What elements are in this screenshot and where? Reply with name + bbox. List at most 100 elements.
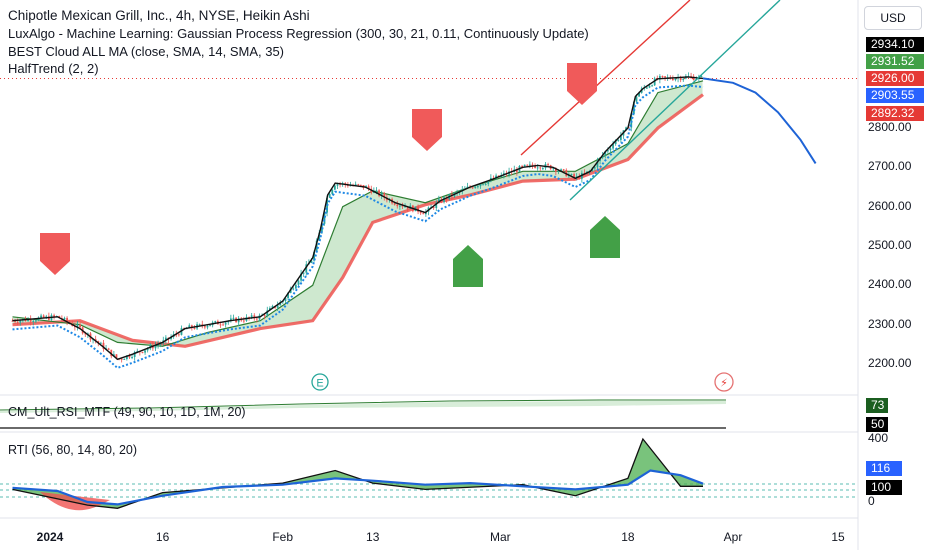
time-tick-label: Feb — [272, 530, 293, 544]
candle — [651, 84, 653, 87]
rsi-line — [0, 399, 726, 411]
price-tag: 2934.10 — [866, 37, 924, 52]
candle — [133, 350, 136, 361]
candle — [34, 318, 37, 324]
legend-gpr[interactable]: LuxAlgo - Machine Learning: Gaussian Pro… — [8, 26, 589, 41]
price-tick-label: 2600.00 — [868, 198, 912, 213]
price-tick-label: 2700.00 — [868, 159, 912, 174]
price-tick-label: 2800.00 — [868, 120, 912, 134]
candle — [539, 166, 542, 171]
candle — [297, 279, 300, 287]
candle — [645, 86, 648, 90]
candle — [482, 184, 484, 186]
time-tick-label: 2024 — [36, 530, 64, 544]
buy-signal-icon — [590, 216, 620, 258]
price-tick-label: 2400.00 — [868, 277, 912, 292]
price-tick-label: 2300.00 — [868, 316, 912, 331]
time-tick-label: Apr — [723, 530, 743, 544]
rsi-tag: 73 — [866, 398, 888, 413]
legend-rsi-mtf[interactable]: CM_Ult_RSI_MTF (49, 90, 10, 1D, 1M, 20) — [8, 405, 246, 419]
legend-best-cloud[interactable]: BEST Cloud ALL MA (close, SMA, 14, SMA, … — [8, 44, 285, 59]
candle — [474, 186, 477, 189]
candle — [102, 340, 105, 352]
candle — [76, 321, 79, 331]
candle — [107, 347, 110, 350]
candle — [292, 286, 295, 291]
candle — [333, 184, 336, 191]
candle — [141, 351, 144, 354]
candle — [209, 325, 211, 327]
channel-lower-line — [569, 0, 781, 201]
candle — [570, 173, 573, 176]
sell-signal-icon — [40, 233, 70, 275]
candle — [276, 301, 279, 311]
candle — [232, 314, 235, 321]
candle — [302, 272, 305, 277]
rti-signal-line — [12, 469, 704, 506]
svg-text:E: E — [316, 378, 323, 390]
candle — [128, 353, 131, 360]
legend-halftrend[interactable]: HalfTrend (2, 2) — [8, 61, 99, 76]
candle — [164, 335, 167, 344]
time-tick-label: 15 — [831, 530, 845, 544]
channel-upper-line — [520, 0, 691, 156]
candle — [144, 350, 146, 355]
dividend-icon: ⚡ — [714, 372, 734, 392]
rti-tick-label: 400 — [868, 431, 889, 445]
candle — [565, 168, 568, 177]
candle — [29, 315, 32, 326]
candle — [198, 323, 201, 326]
candle — [66, 316, 68, 326]
candle — [154, 341, 157, 351]
candle — [294, 282, 297, 289]
buy-signal-icon — [453, 245, 483, 287]
candle — [224, 321, 227, 328]
price-tag: 2926.00 — [866, 71, 924, 86]
time-tick-label: Mar — [489, 530, 511, 544]
time-tick-label: 18 — [621, 530, 635, 544]
candle — [237, 316, 240, 327]
candle — [47, 312, 50, 321]
candle — [612, 140, 614, 151]
ma-cloud-fill — [12, 80, 703, 347]
candle — [323, 211, 326, 226]
svg-text:⚡: ⚡ — [720, 377, 728, 390]
candle — [396, 200, 399, 209]
currency-button[interactable]: USD — [864, 6, 922, 30]
rsi-mtf-pane — [0, 399, 726, 429]
rti-pane — [0, 437, 858, 511]
price-tick-label: 2500.00 — [868, 238, 912, 252]
gpr-fit-line — [12, 76, 704, 361]
candle — [547, 162, 549, 167]
candle — [300, 269, 302, 284]
legend-rti[interactable]: RTI (56, 80, 14, 80, 20) — [8, 443, 138, 457]
sell-signal-icon — [567, 63, 597, 105]
rsi-band — [0, 401, 726, 413]
gpr-forecast-line — [702, 77, 817, 164]
candle — [32, 319, 35, 326]
candle — [229, 314, 232, 323]
candle — [528, 161, 531, 169]
price-tag: 2903.55 — [866, 88, 924, 103]
candle — [367, 184, 370, 191]
candle — [593, 166, 596, 171]
slow-ma-line — [12, 93, 704, 348]
candle — [222, 322, 224, 326]
time-tick-label: 13 — [366, 530, 380, 544]
candle — [476, 185, 479, 189]
candle — [331, 189, 334, 196]
main-price-pane: E ⚡ — [0, 0, 858, 392]
candle — [339, 181, 341, 188]
candle — [201, 320, 204, 329]
candle — [177, 332, 180, 337]
candle — [682, 77, 685, 82]
sell-signal-icon — [412, 109, 442, 151]
halftrend-line — [12, 84, 704, 370]
candle — [596, 157, 599, 171]
candle — [123, 358, 126, 360]
earnings-icon: E — [311, 373, 329, 391]
candle — [573, 172, 575, 181]
candle — [541, 166, 544, 171]
rsi-tag: 50 — [866, 417, 888, 432]
